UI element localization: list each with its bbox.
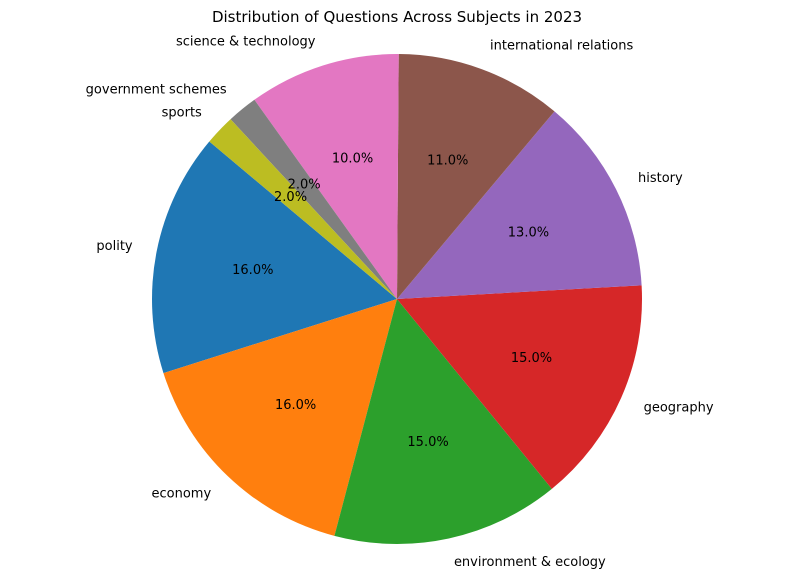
slice-percent-international-relations: 11.0% <box>427 154 468 169</box>
slice-label-environment-ecology: environment & ecology <box>454 555 606 570</box>
slice-label-geography: geography <box>644 400 714 415</box>
pie-slice-polity <box>152 141 397 374</box>
pie-labels: polity 16.0% economy 16.0% environment & eco… <box>86 35 714 570</box>
pie-slice-international-relations <box>397 54 555 300</box>
slice-label-economy: economy <box>151 487 211 502</box>
slice-percent-economy: 16.0% <box>275 398 316 413</box>
pie-slice-environment-ecology <box>334 299 552 544</box>
slice-percent-environment-ecology: 15.0% <box>407 435 448 450</box>
pie-slice-science-technology <box>254 54 399 299</box>
slice-percent-government-schemes: 2.0% <box>288 178 321 193</box>
slice-percent-polity: 16.0% <box>232 263 273 278</box>
slice-label-history: history <box>638 171 683 186</box>
slice-percent-geography: 15.0% <box>511 351 552 366</box>
slice-percent-science-technology: 10.0% <box>332 151 373 166</box>
chart-title: Distribution of Questions Across Subject… <box>212 8 582 26</box>
slice-label-science-technology: science & technology <box>176 35 316 50</box>
pie-slice-government-schemes <box>230 99 397 299</box>
pie-slice-economy <box>163 299 397 536</box>
slice-percent-sports: 2.0% <box>274 190 307 205</box>
slice-label-international-relations: international relations <box>490 39 633 54</box>
pie-slice-sports <box>209 119 397 300</box>
slice-label-polity: polity <box>96 239 133 254</box>
slice-label-sports: sports <box>162 106 202 121</box>
pie-slice-history <box>397 111 642 299</box>
slice-label-government-schemes: government schemes <box>86 83 227 98</box>
slice-percent-history: 13.0% <box>508 226 549 241</box>
pie-slice-geography <box>397 285 642 489</box>
pie-slices <box>152 54 642 544</box>
